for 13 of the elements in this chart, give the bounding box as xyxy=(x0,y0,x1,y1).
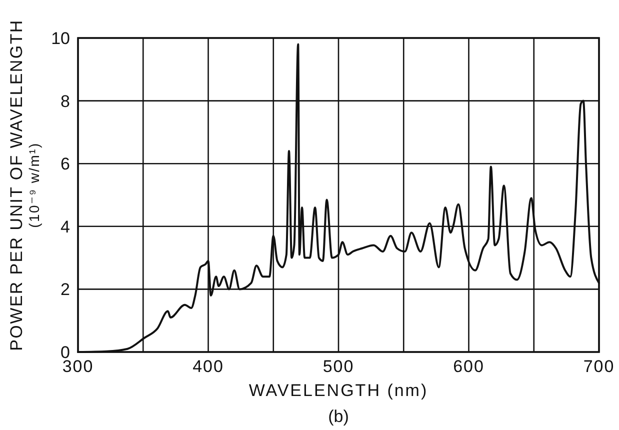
x-tick-label: 600 xyxy=(453,357,484,376)
x-tick-label: 400 xyxy=(192,357,224,376)
x-axis-title: WAVELENGTH (nm) xyxy=(248,381,428,400)
x-tick-label: 300 xyxy=(62,357,94,376)
y-axis-title: POWER PER UNIT OF WAVELENGTH (10⁻⁹ w/m¹) xyxy=(7,19,42,351)
y-tick-label: 10 xyxy=(51,29,70,48)
y-tick-label: 8 xyxy=(60,92,70,111)
x-tick-label: 700 xyxy=(583,357,615,376)
y-tick-label: 2 xyxy=(60,280,70,300)
y-tick-label: 4 xyxy=(60,217,70,236)
x-tick-label: 500 xyxy=(322,357,354,376)
y-tick-label: 6 xyxy=(60,154,70,174)
text: (b) xyxy=(328,407,349,426)
